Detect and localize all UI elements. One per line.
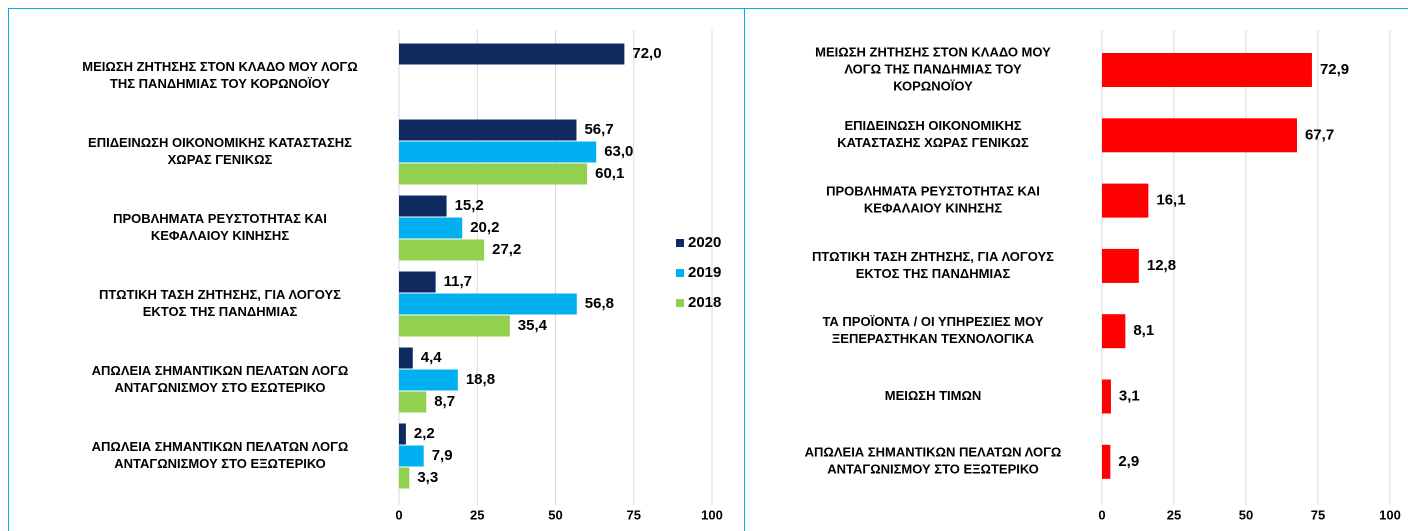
value-label: 4,4 [421, 349, 443, 366]
legend-label: 2020 [688, 234, 721, 251]
value-label: 27,2 [492, 241, 521, 258]
bar [399, 467, 410, 489]
category-label: ΚΕΦΑΛΑΙΟΥ ΚΙΝΗΣΗΣ [151, 228, 289, 243]
bar [1102, 183, 1149, 218]
bar [399, 369, 458, 391]
category-label: ΕΠΙΔΕΙΝΩΣΗ ΟΙΚΟΝΟΜΙΚΗΣ [844, 118, 1021, 133]
x-tick-label: 25 [470, 507, 484, 522]
bar [399, 391, 427, 413]
category-label: ΠΤΩΤΙΚΗ ΤΑΣΗ ΖΗΤΗΣΗΣ, ΓΙΑ ΛΟΓΟΥΣ [812, 249, 1054, 264]
x-tick-label: 0 [1098, 507, 1105, 522]
category-label: ΛΟΓΩ ΤΗΣ ΠΑΝΔΗΜΙΑΣ ΤΟΥ [844, 61, 1022, 76]
bar [399, 217, 463, 239]
value-label: 16,1 [1156, 192, 1185, 209]
x-tick-label: 75 [627, 507, 641, 522]
category-label: ΚΕΦΑΛΑΙΟΥ ΚΙΝΗΣΗΣ [864, 201, 1002, 216]
category-label: ΚΟΡΩΝΟΪΟΥ [893, 78, 973, 93]
category-label: ΑΠΩΛΕΙΑ ΣΗΜΑΝΤΙΚΩΝ ΠΕΛΑΤΩΝ ΛΟΓΩ [92, 439, 349, 454]
category-label: ΜΕΙΩΣΗ ΖΗΤΗΣΗΣ ΣΤΟΝ ΚΛΑΔΟ ΜΟΥ ΛΟΓΩ [82, 59, 357, 74]
value-label: 72,0 [632, 45, 661, 62]
legend-swatch [676, 299, 684, 307]
bar [1102, 248, 1139, 283]
value-label: 8,1 [1133, 322, 1154, 339]
category-label: ΠΡΟΒΛΗΜΑΤΑ ΡΕΥΣΤΟΤΗΤΑΣ ΚΑΙ [113, 211, 327, 226]
legend-label: 2018 [688, 294, 721, 311]
value-label: 3,1 [1119, 387, 1140, 404]
bar [1102, 379, 1111, 414]
x-tick-label: 100 [1379, 507, 1401, 522]
value-label: 63,0 [604, 143, 633, 160]
x-tick-label: 50 [548, 507, 562, 522]
bar [1102, 53, 1312, 87]
category-label: ΑΠΩΛΕΙΑ ΣΗΜΑΝΤΙΚΩΝ ΠΕΛΑΤΩΝ ΛΟΓΩ [805, 445, 1062, 460]
bar [399, 195, 447, 217]
x-tick-label: 100 [701, 507, 723, 522]
bar [399, 293, 577, 315]
category-label: ΠΤΩΤΙΚΗ ΤΑΣΗ ΖΗΤΗΣΗΣ, ΓΙΑ ΛΟΓΟΥΣ [99, 287, 341, 302]
value-label: 72,9 [1320, 61, 1349, 78]
x-tick-label: 0 [395, 507, 402, 522]
value-label: 18,8 [466, 371, 495, 388]
category-label: ΜΕΙΩΣΗ ΤΙΜΩΝ [885, 388, 982, 403]
category-label: ΤΗΣ ΠΑΝΔΗΜΙΑΣ ΤΟΥ ΚΟΡΩΝΟΪΟΥ [110, 76, 330, 91]
category-label: ΕΚΤΟΣ ΤΗΣ ΠΑΝΔΗΜΙΑΣ [856, 266, 1011, 281]
value-label: 2,2 [414, 425, 435, 442]
category-label: ΠΡΟΒΛΗΜΑΤΑ ΡΕΥΣΤΟΤΗΤΑΣ ΚΑΙ [826, 184, 1040, 199]
bar [399, 43, 625, 65]
category-label: ΕΚΤΟΣ ΤΗΣ ΠΑΝΔΗΜΙΑΣ [143, 304, 298, 319]
x-tick-label: 75 [1311, 507, 1325, 522]
bar [1102, 314, 1126, 349]
legend-swatch [676, 269, 684, 277]
value-label: 67,7 [1305, 126, 1334, 143]
category-label: ΞΕΠΕΡΑΣΤΗΚΑΝ ΤΕΧΝΟΛΟΓΙΚΑ [832, 331, 1035, 346]
category-label: ΚΑΤΑΣΤΑΣΗΣ ΧΩΡΑΣ ΓΕΝΙΚΩΣ [837, 135, 1029, 150]
bar [1102, 118, 1297, 153]
value-label: 8,7 [434, 393, 455, 410]
category-label: ΑΝΤΑΓΩΝΙΣΜΟΥ ΣΤΟ ΕΞΩΤΕΡΙΚΟ [827, 462, 1039, 477]
bar [399, 347, 413, 369]
category-label: ΑΝΤΑΓΩΝΙΣΜΟΥ ΣΤΟ ΕΞΩΤΕΡΙΚΟ [114, 456, 326, 471]
bar [399, 163, 588, 185]
category-label: ΤΑ ΠΡΟΪΟΝΤΑ / ΟΙ ΥΠΗΡΕΣΙΕΣ ΜΟΥ [822, 314, 1043, 329]
value-label: 12,8 [1147, 257, 1176, 274]
bar [399, 141, 597, 163]
value-label: 56,8 [585, 295, 614, 312]
value-label: 3,3 [417, 469, 438, 486]
category-label: ΑΠΩΛΕΙΑ ΣΗΜΑΝΤΙΚΩΝ ΠΕΛΑΤΩΝ ΛΟΓΩ [92, 363, 349, 378]
value-label: 2,9 [1118, 453, 1139, 470]
bar [399, 119, 577, 141]
value-label: 20,2 [470, 219, 499, 236]
bar [399, 445, 424, 467]
value-label: 15,2 [455, 197, 484, 214]
value-label: 35,4 [518, 317, 548, 334]
bar [1102, 444, 1111, 479]
value-label: 60,1 [595, 165, 624, 182]
bar [399, 315, 510, 337]
bar [399, 271, 436, 293]
bar [399, 423, 406, 445]
legend-label: 2019 [688, 264, 721, 281]
right-panel [744, 8, 1408, 531]
value-label: 56,7 [584, 121, 613, 138]
category-label: ΕΠΙΔΕΙΝΩΣΗ ΟΙΚΟΝΟΜΙΚΗΣ ΚΑΤΑΣΤΑΣΗΣ [88, 135, 352, 150]
legend-swatch [676, 239, 684, 247]
bar [399, 239, 485, 261]
value-label: 11,7 [444, 273, 472, 290]
value-label: 7,9 [432, 447, 453, 464]
x-tick-label: 50 [1239, 507, 1253, 522]
category-label: ΑΝΤΑΓΩΝΙΣΜΟΥ ΣΤΟ ΕΣΩΤΕΡΙΚΟ [115, 380, 326, 395]
category-label: ΧΩΡΑΣ ΓΕΝΙΚΩΣ [168, 152, 273, 167]
x-tick-label: 25 [1167, 507, 1181, 522]
category-label: ΜΕΙΩΣΗ ΖΗΤΗΣΗΣ ΣΤΟΝ ΚΛΑΔΟ ΜΟΥ [815, 44, 1051, 59]
